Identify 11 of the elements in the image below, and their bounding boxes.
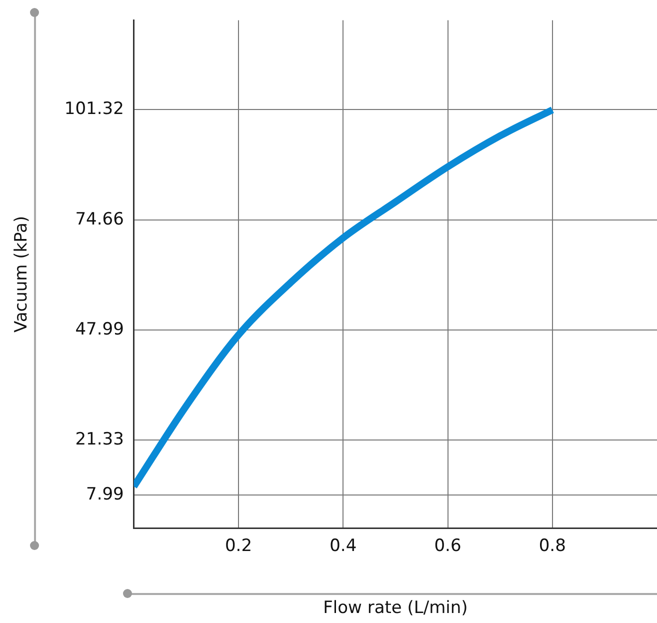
- y-tick-label: 47.99: [75, 319, 124, 340]
- y-axis-title: Vacuum (kPa): [12, 216, 32, 333]
- x-tick-label: 0.6: [434, 536, 462, 556]
- x-axis-title: Flow rate (L/min): [323, 598, 468, 618]
- x-tick-label: 0.4: [330, 536, 357, 556]
- y-tick-label: 101.32: [64, 99, 124, 120]
- x-tick-label: 0.8: [538, 536, 566, 556]
- y-tick-label: 7.99: [86, 484, 124, 505]
- y-tick-label: 74.66: [75, 209, 124, 230]
- y-tick-label: 21.33: [75, 430, 124, 450]
- x-tick-label: 0.2: [224, 536, 252, 556]
